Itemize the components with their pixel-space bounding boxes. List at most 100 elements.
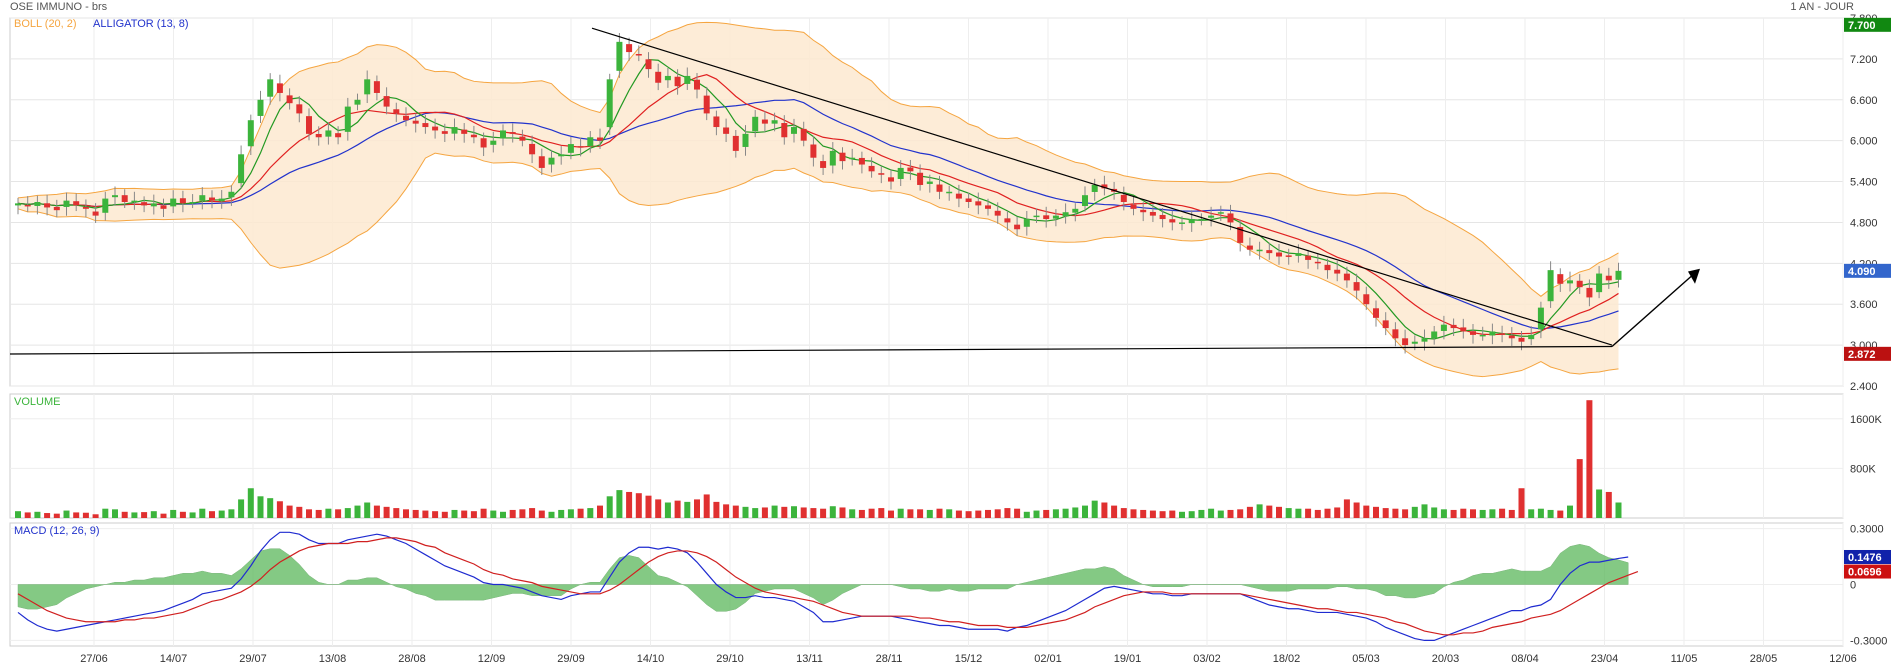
volume-bar: [800, 507, 807, 518]
volume-bar: [393, 508, 400, 518]
alligator-legend[interactable]: ALLIGATOR (13, 8): [93, 18, 189, 30]
volume-bar: [451, 509, 458, 518]
candle-body: [985, 205, 991, 209]
candle-body: [1082, 195, 1088, 207]
volume-bar: [179, 511, 186, 518]
bollinger-band-fill: [18, 22, 1619, 377]
candle-body: [451, 127, 458, 134]
volume-bar: [1557, 510, 1564, 518]
volume-bar: [1130, 509, 1137, 518]
candle-body: [354, 99, 361, 105]
volume-bar: [1285, 508, 1292, 518]
candle-body: [34, 202, 41, 206]
bollinger-lower-line: [17, 152, 1619, 378]
volume-bar: [606, 496, 613, 518]
volume-bar: [1605, 491, 1612, 518]
volume-bar: [975, 510, 982, 518]
date-tick-label: 15/12: [955, 653, 983, 665]
candle-body: [1305, 255, 1312, 260]
candle-body: [1237, 226, 1244, 243]
volume-bar: [1043, 509, 1050, 518]
high-price-tag: 7.700: [1844, 17, 1891, 32]
candle-body: [664, 75, 671, 81]
volume-bar: [1334, 507, 1341, 518]
candle-body: [1101, 184, 1108, 189]
last-price-tag: 4.090: [1844, 263, 1891, 278]
volume-bar: [1208, 508, 1215, 518]
candle-body: [1489, 331, 1496, 336]
candle-body: [179, 198, 186, 204]
volume-bar: [1489, 509, 1496, 518]
volume-bar: [829, 506, 836, 518]
candle-body: [228, 191, 235, 198]
candle-body: [1402, 338, 1409, 346]
volume-bar: [150, 511, 157, 518]
candle-body: [1266, 250, 1273, 254]
price-tick-label: 4.800: [1850, 217, 1878, 229]
macd-legend[interactable]: MACD (12, 26, 9): [14, 525, 100, 537]
candle-body: [1508, 335, 1515, 339]
candle-body: [1343, 273, 1350, 281]
candle-body: [1392, 329, 1399, 339]
price-tick-label: 6.000: [1850, 136, 1878, 148]
candle-body: [1411, 341, 1418, 344]
volume-bar: [63, 510, 70, 518]
candle-body: [742, 133, 749, 147]
candle-body: [1120, 194, 1127, 202]
candle-body: [626, 44, 633, 53]
bollinger-upper-line: [17, 21, 1619, 297]
candle-body: [470, 134, 477, 138]
volume-bar: [888, 510, 894, 518]
date-tick-label: 29/09: [557, 653, 585, 665]
candle-body: [121, 195, 128, 202]
candle-body: [1499, 333, 1506, 335]
low-price-tag-text: 2.872: [1848, 349, 1876, 361]
candle-body: [403, 115, 409, 121]
candle-body: [946, 191, 953, 194]
volume-bar: [1460, 508, 1467, 518]
volume-bar: [1373, 506, 1379, 518]
volume-legend[interactable]: VOLUME: [14, 396, 61, 408]
candle-body: [441, 131, 448, 134]
volume-bar: [364, 502, 371, 518]
candle-body: [1208, 215, 1215, 218]
volume-bar: [907, 509, 914, 518]
volume-bar: [1314, 509, 1321, 518]
volume-bar: [820, 508, 827, 518]
candle-body: [1382, 320, 1389, 329]
volume-bar: [1305, 508, 1312, 518]
volume-bar: [286, 505, 293, 518]
candle-body: [868, 165, 875, 172]
volume-bar: [1246, 506, 1253, 518]
candle-body: [1576, 280, 1583, 288]
volume-bar: [247, 488, 254, 518]
high-price-tag-bg: [1844, 17, 1891, 32]
candle-body: [238, 154, 245, 184]
candle-body: [1295, 253, 1302, 256]
candle-body: [597, 137, 603, 141]
volume-bar: [694, 499, 700, 518]
volume-bar: [335, 509, 342, 518]
volume-bar: [160, 513, 167, 518]
volume-bar: [529, 508, 536, 518]
volume-bar: [1479, 509, 1486, 518]
price-tick-label: 6.600: [1850, 95, 1878, 107]
date-tick-label: 23/04: [1591, 653, 1619, 665]
volume-bar: [1363, 505, 1370, 518]
candle-body: [538, 156, 545, 168]
candle-body: [800, 128, 807, 141]
candle-body: [791, 127, 797, 134]
volume-bar: [791, 506, 797, 518]
candle-body: [306, 116, 312, 134]
volume-bar: [936, 508, 943, 518]
volume-bar: [519, 509, 526, 518]
candle-body: [849, 157, 856, 160]
boll-legend[interactable]: BOLL (20, 2): [14, 18, 77, 30]
price-tick-label: 3.600: [1850, 299, 1878, 311]
volume-bar: [1256, 504, 1263, 518]
volume-bar: [1343, 499, 1350, 518]
date-tick-label: 14/10: [637, 653, 665, 665]
candle-body: [1227, 213, 1234, 223]
candle-body: [131, 200, 138, 203]
period-label[interactable]: 1 AN - JOUR: [1790, 1, 1854, 13]
